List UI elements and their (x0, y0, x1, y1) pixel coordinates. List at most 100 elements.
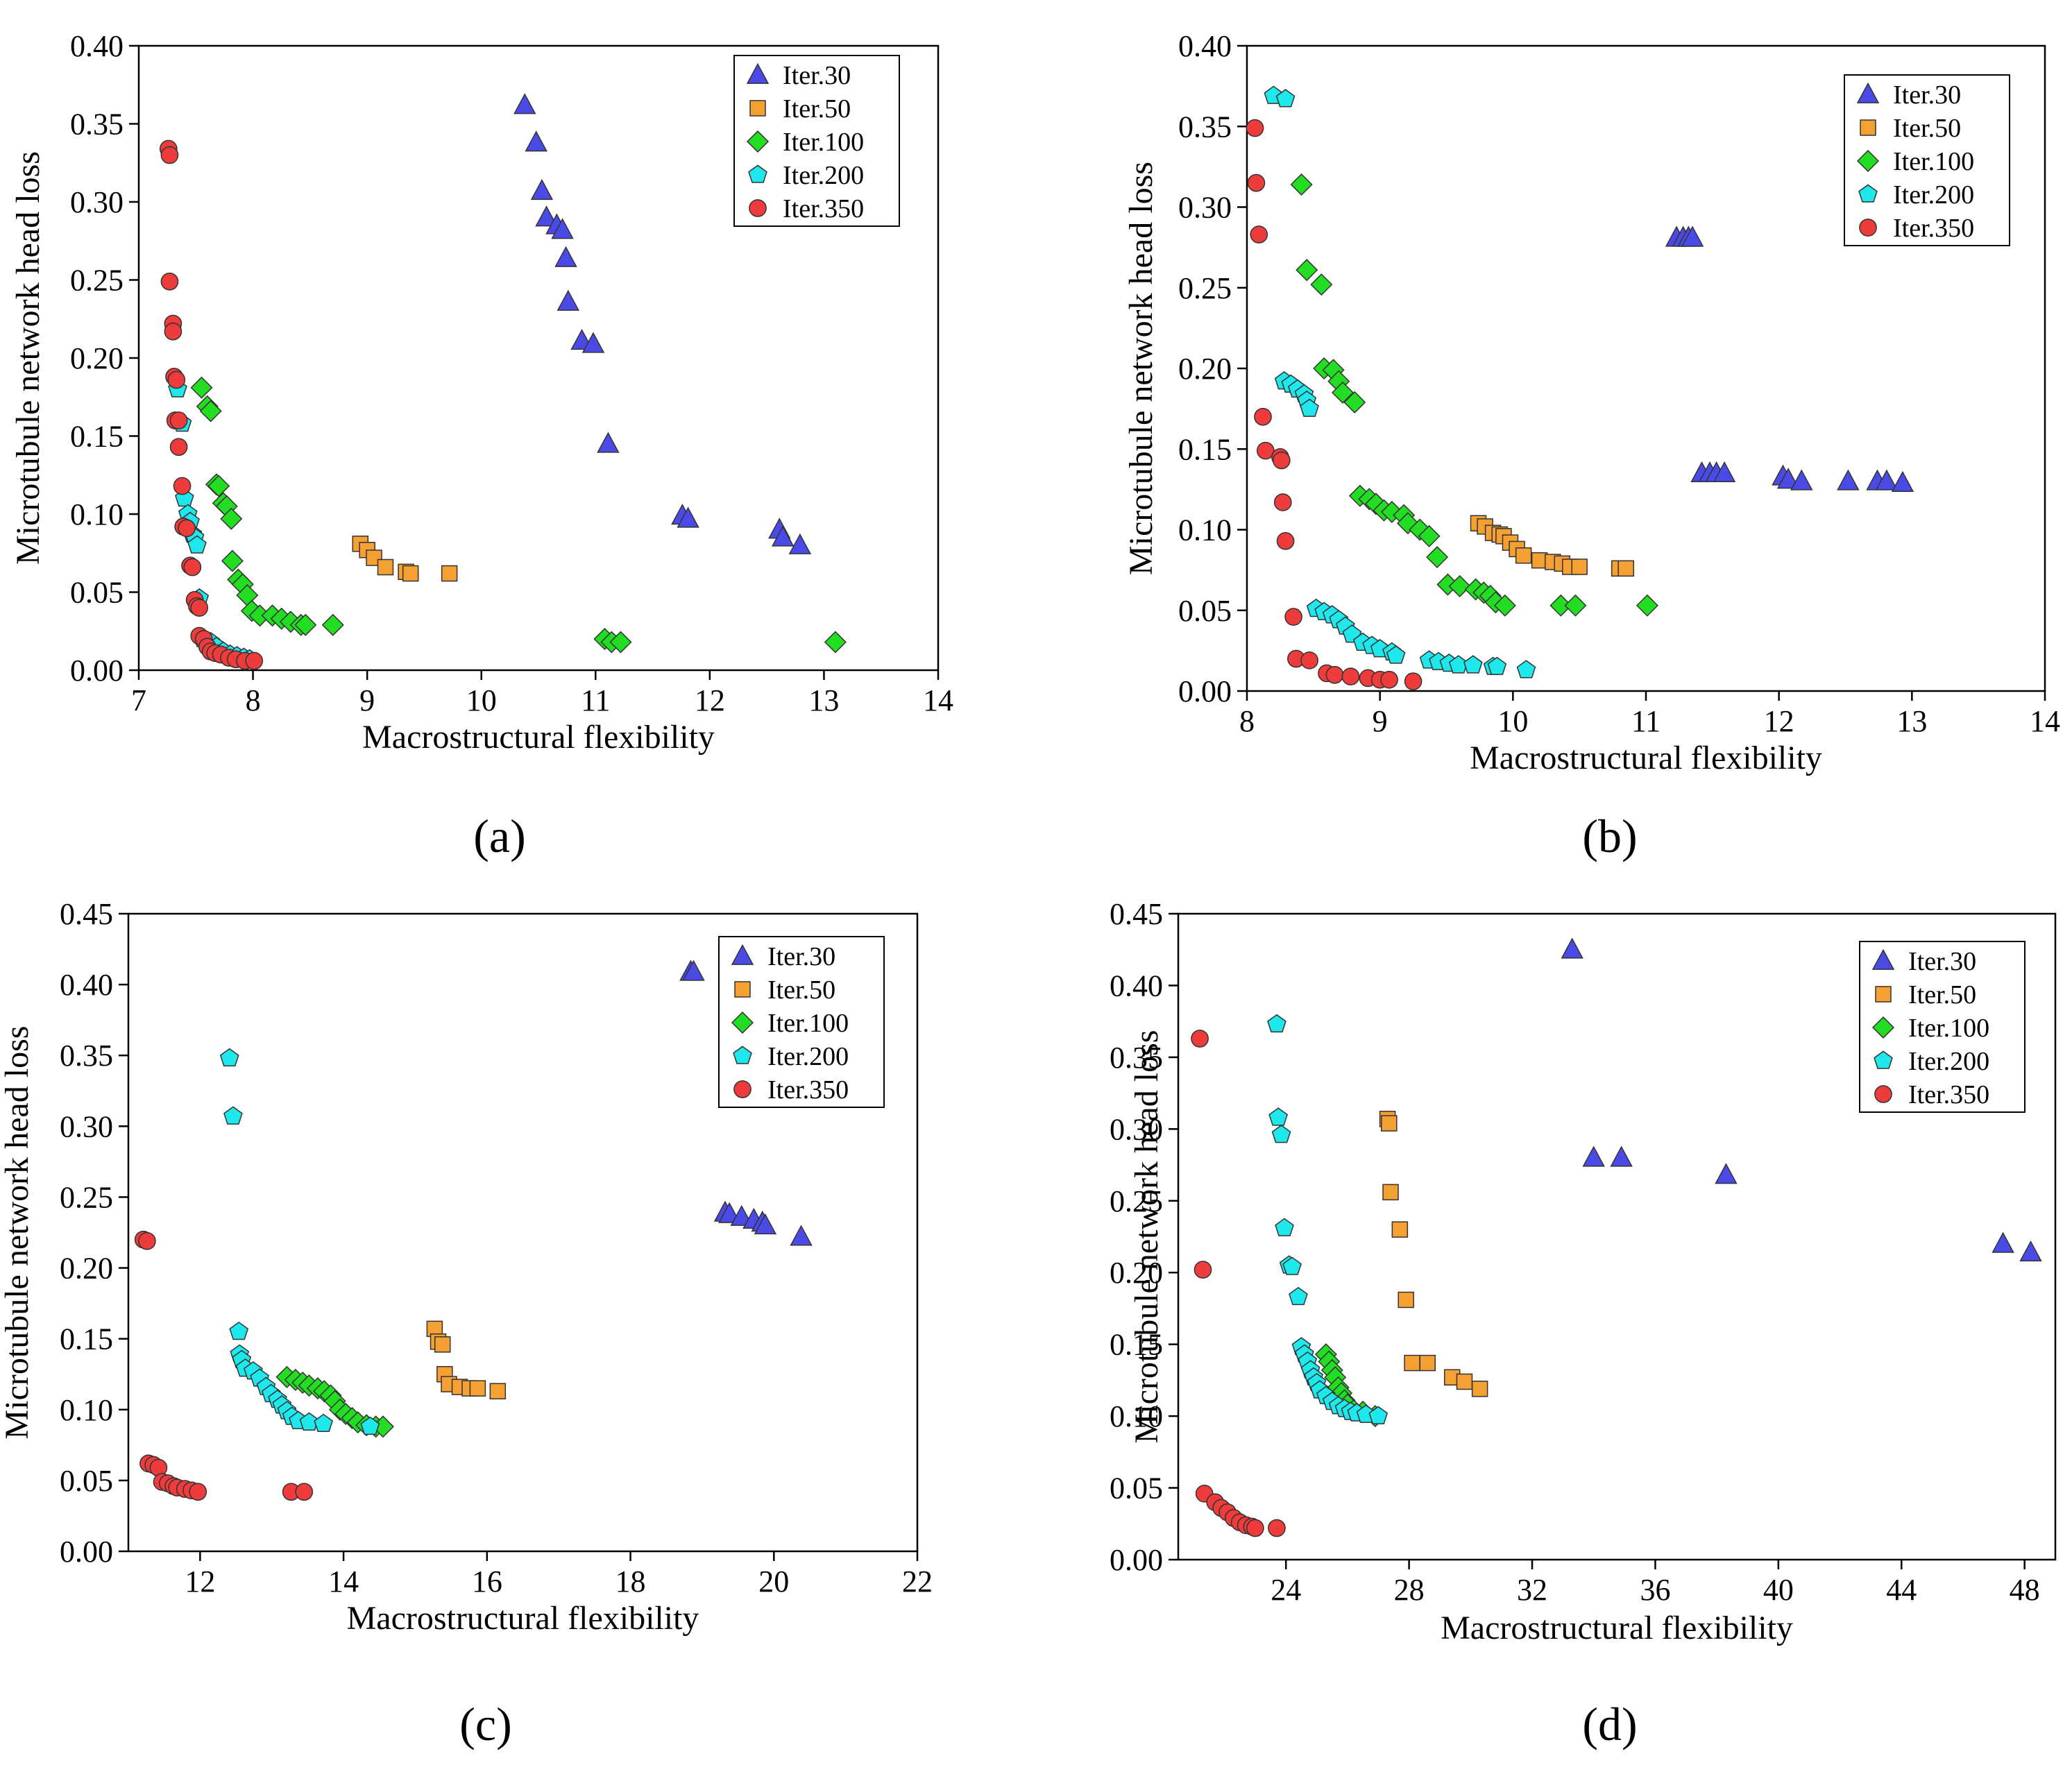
series-iter-350 (1246, 119, 1423, 690)
data-point (160, 146, 179, 164)
y-tick-label: 0.20 (60, 1252, 113, 1286)
legend-label: Iter.30 (1908, 947, 1976, 976)
series-iter-30 (679, 960, 813, 1246)
data-point (169, 411, 188, 429)
data-point (1398, 1291, 1414, 1308)
x-tick-label: 11 (581, 683, 610, 717)
data-point (1409, 518, 1432, 541)
series-iter-30 (513, 93, 812, 554)
data-point (677, 506, 699, 528)
y-tick-label: 0.20 (1110, 1256, 1163, 1290)
data-point (1448, 574, 1471, 597)
data-point (1246, 1519, 1264, 1537)
data-point (187, 535, 207, 554)
y-tick-label: 0.10 (1110, 1399, 1163, 1433)
x-tick-label: 9 (1373, 704, 1388, 738)
data-point (489, 1383, 507, 1399)
legend-label: Iter.50 (783, 94, 851, 123)
y-tick-label: 0.05 (1178, 594, 1232, 628)
x-tick-label: 13 (1896, 704, 1927, 738)
data-point (1715, 1163, 1738, 1184)
legend-label: Iter.30 (767, 942, 835, 971)
data-point (294, 613, 317, 636)
series-iter-200 (219, 1048, 380, 1435)
x-tick-label: 20 (758, 1564, 789, 1598)
data-point (229, 1321, 249, 1340)
series-iter-50 (1470, 515, 1634, 577)
data-point (190, 599, 209, 617)
y-tick-label: 0.45 (1110, 897, 1163, 931)
data-point (1516, 660, 1536, 679)
y-tick-label: 0.35 (70, 108, 124, 142)
data-point (360, 1416, 380, 1435)
data-point (1343, 391, 1366, 413)
x-tick-label: 10 (1497, 704, 1528, 738)
data-point (1419, 1354, 1436, 1372)
data-point (513, 93, 536, 114)
data-point (219, 1048, 239, 1067)
data-point (1246, 119, 1264, 137)
legend-marker (1856, 82, 1880, 103)
x-tick-label: 48 (2010, 1573, 2040, 1607)
data-point (164, 322, 182, 341)
data-point (581, 332, 605, 353)
panel-label: (d) (1582, 1698, 1637, 1750)
legend-label: Iter.350 (1893, 214, 1974, 243)
legend-label: Iter.30 (1893, 80, 1961, 110)
y-tick-label: 0.20 (1178, 352, 1232, 386)
data-point (1582, 1145, 1605, 1167)
legend-label: Iter.50 (767, 975, 835, 1005)
series-iter-50 (426, 1320, 507, 1399)
data-point (1487, 656, 1507, 675)
legend-label: Iter.50 (1893, 114, 1961, 143)
data-point (469, 1380, 486, 1397)
data-point (1636, 594, 1658, 617)
data-point (1267, 1014, 1286, 1033)
chart-panel-d: 24 28 32 36 40 44 48 0.00 0.05 0.10 0.15 0.20 0.25 0.… (1110, 897, 2057, 1750)
legend-label: Iter.50 (1908, 980, 1976, 1009)
x-tick-label: 9 (359, 683, 375, 717)
data-point (1271, 1125, 1291, 1143)
series-iter-100 (1290, 173, 1658, 617)
data-point (207, 475, 230, 497)
data-point (1617, 560, 1634, 577)
y-axis-title: Microtubule network head loss (0, 1026, 35, 1440)
legend-marker (734, 981, 751, 998)
x-tick-label: 12 (1764, 704, 1794, 738)
legend-marker (1859, 219, 1877, 237)
plot-frame (1177, 912, 2057, 1561)
panel-label: (c) (459, 1698, 511, 1750)
x-tick-label: 16 (472, 1564, 502, 1598)
data-point (1284, 608, 1302, 626)
data-point (1247, 173, 1266, 192)
legend-marker (748, 164, 767, 183)
data-point (1790, 469, 1813, 491)
y-tick-label: 0.35 (1178, 110, 1232, 144)
legend-marker (733, 1046, 752, 1064)
data-point (717, 1202, 741, 1223)
data-point (441, 565, 458, 582)
x-axis-title: Macrostructural flexibility (1441, 1610, 1793, 1646)
data-point (138, 1231, 156, 1250)
legend-label: Iter.100 (783, 128, 864, 157)
data-point (1276, 531, 1295, 550)
data-point (321, 613, 344, 636)
data-point (167, 370, 186, 389)
data-point (1296, 259, 1318, 282)
data-point (1250, 225, 1268, 244)
series-iter-100 (190, 376, 847, 654)
y-tick-label: 0.10 (70, 497, 124, 531)
y-tick-label: 0.20 (70, 341, 124, 375)
legend-label: Iter.30 (783, 61, 851, 90)
x-tick-label: 8 (246, 683, 261, 717)
legend-label: Iter.200 (1893, 180, 1974, 210)
series-iter-350 (1191, 1030, 1286, 1537)
data-point (221, 549, 244, 572)
data-point (1561, 937, 1583, 959)
data-point (554, 246, 577, 267)
series-iter-200 (1267, 1014, 1389, 1424)
y-tick-label: 0.40 (1178, 29, 1232, 63)
data-point (1310, 273, 1333, 296)
y-tick-label: 0.00 (60, 1535, 113, 1569)
x-tick-label: 44 (1886, 1573, 1917, 1607)
